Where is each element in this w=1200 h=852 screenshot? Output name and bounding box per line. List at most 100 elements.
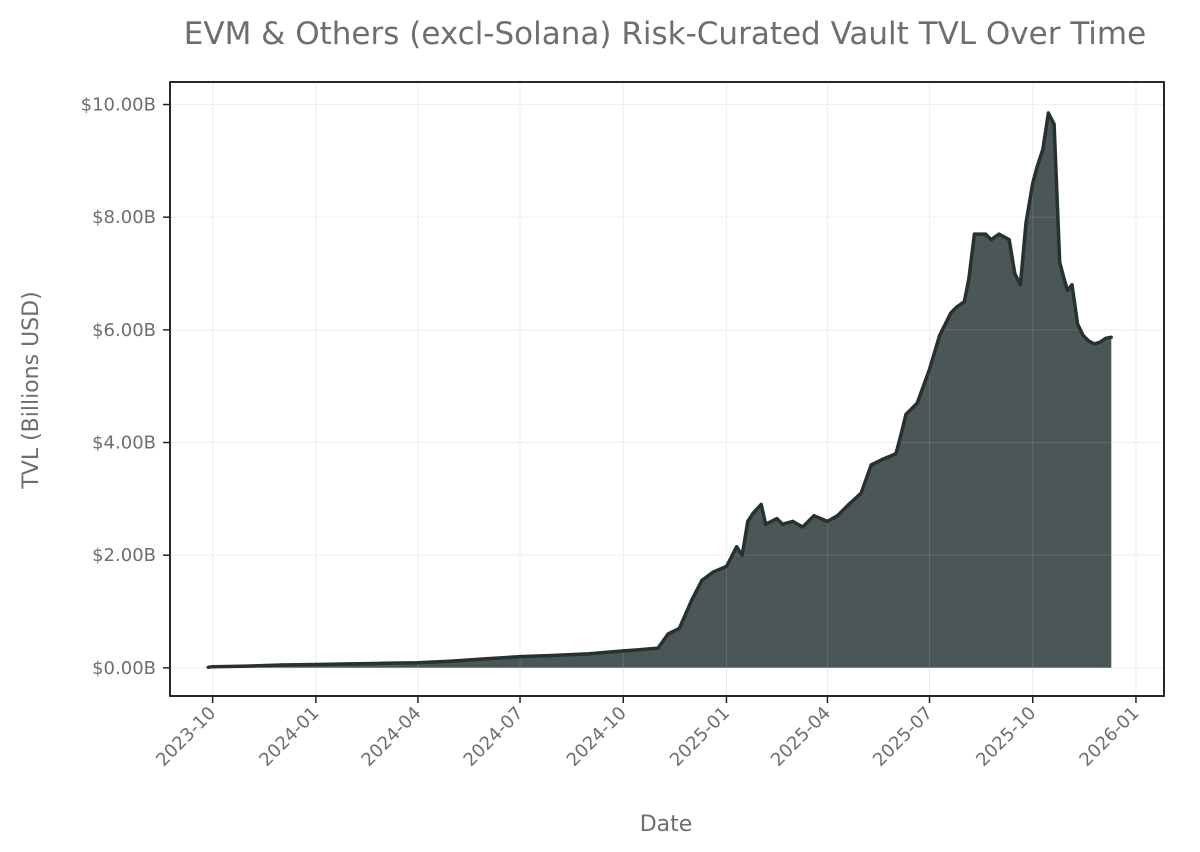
data-point (381, 661, 385, 665)
data-point (450, 659, 454, 663)
data-point (1081, 333, 1085, 338)
data-point (1041, 148, 1045, 152)
y-tick-label: $0.00B (92, 658, 156, 679)
data-point (972, 232, 977, 236)
x-axis: 2023-10 2024-01 2024-04 2024-07 2024-10 2025-… (152, 696, 1143, 771)
data-point (904, 412, 908, 416)
data-point (349, 662, 353, 666)
data-point (711, 570, 715, 574)
x-tick-label: 2023-10 (152, 703, 220, 771)
y-tick-label: $4.00B (92, 433, 156, 454)
x-tick-label: 2025-01 (666, 703, 734, 771)
area-layer (170, 82, 1164, 670)
data-point (1046, 111, 1050, 115)
data-point (962, 300, 966, 304)
data-point (949, 311, 953, 315)
data-point (553, 653, 557, 658)
data-point (677, 626, 681, 631)
data-point (915, 401, 919, 405)
data-point (416, 661, 420, 665)
tvl-area-fill (208, 113, 1112, 668)
data-point (764, 522, 768, 526)
data-point (825, 519, 830, 524)
data-point (880, 457, 885, 461)
data-point (984, 232, 988, 236)
x-tick-label: 2025-04 (767, 703, 835, 771)
data-point (1092, 342, 1096, 346)
y-tick-label: $8.00B (92, 207, 156, 228)
data-point (279, 663, 283, 667)
x-tick-label: 2024-04 (357, 703, 425, 771)
data-point (927, 367, 932, 371)
data-point (1070, 283, 1074, 287)
data-point (989, 238, 993, 242)
data-point (1031, 181, 1035, 185)
data-point (700, 578, 704, 583)
data-point (791, 519, 795, 524)
data-point (769, 519, 773, 524)
y-tick-label: $6.00B (92, 320, 156, 341)
data-point (735, 545, 739, 549)
data-point (518, 655, 522, 659)
data-point (1076, 322, 1080, 326)
data-point (666, 632, 670, 636)
data-point (724, 564, 729, 569)
data-point (1104, 336, 1108, 340)
data-point (637, 648, 641, 652)
x-tick-label: 2026-01 (1075, 703, 1143, 771)
data-point (781, 522, 785, 526)
data-point (245, 664, 249, 668)
data-point (859, 491, 863, 495)
x-tick-label: 2024-10 (563, 703, 631, 771)
data-point (1058, 260, 1062, 264)
x-tick-label: 2025-10 (972, 703, 1040, 771)
data-point (746, 519, 750, 524)
data-point (484, 657, 488, 661)
data-point (954, 305, 959, 309)
data-point (1035, 164, 1039, 169)
data-point (759, 502, 763, 507)
x-tick-label: 2025-07 (869, 703, 937, 771)
y-axis-label: TVL (Billions USD) (19, 291, 44, 489)
y-tick-label: $10.00B (81, 95, 156, 116)
x-tick-label: 2024-01 (255, 703, 323, 771)
data-point (812, 514, 816, 518)
y-axis: $0.00B $2.00B $4.00B $6.00B $8.00B $10.00B (81, 95, 170, 679)
data-point (211, 665, 215, 669)
data-point (1065, 288, 1070, 292)
data-point (656, 646, 660, 650)
data-point (894, 452, 898, 456)
data-point (1007, 238, 1011, 242)
data-point (314, 662, 318, 667)
data-point (938, 333, 942, 338)
data-point (1018, 283, 1023, 287)
data-point (898, 435, 903, 439)
data-point (1098, 340, 1102, 344)
data-point (740, 553, 744, 557)
data-point (801, 525, 805, 529)
data-point (997, 232, 1001, 236)
data-point (1052, 122, 1056, 126)
data-point (775, 517, 779, 521)
data-point (690, 598, 694, 602)
data-point (835, 514, 840, 518)
chart-title: EVM & Others (excl-Solana) Risk-Curated … (184, 16, 1146, 52)
data-point (1109, 335, 1113, 339)
plot-frame (169, 81, 1165, 697)
y-tick-label: $2.00B (92, 545, 156, 566)
data-point (1013, 271, 1017, 276)
x-tick-label: 2024-07 (460, 703, 528, 771)
data-point (869, 463, 873, 467)
data-point (967, 277, 971, 281)
data-point (1087, 339, 1091, 343)
data-point (621, 649, 625, 653)
data-point (1062, 277, 1066, 281)
x-axis-label: Date (640, 812, 693, 837)
data-point (588, 652, 592, 656)
data-point (751, 511, 756, 515)
data-point (729, 556, 733, 560)
data-point (1024, 221, 1028, 225)
data-point (847, 502, 851, 507)
